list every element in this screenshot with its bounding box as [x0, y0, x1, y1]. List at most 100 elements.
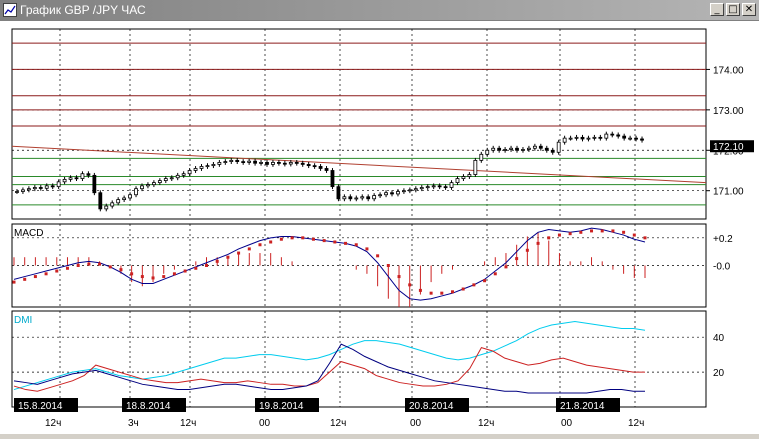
macd-signal-dot: [536, 241, 540, 245]
dmi-plus-line: [13, 320, 646, 391]
candle-body: [366, 196, 371, 200]
candle-body: [288, 162, 293, 165]
dmi-tick-label: 20: [713, 368, 725, 379]
adx-line: [13, 343, 645, 394]
hour-label: 12ч: [45, 418, 61, 429]
candle-body: [318, 166, 323, 169]
candlesticks: [15, 131, 644, 212]
candle-body: [515, 147, 519, 151]
candle-body: [330, 170, 335, 188]
candle-body: [44, 185, 49, 189]
hour-label: 12ч: [180, 418, 196, 429]
macd-label: MACD: [14, 228, 43, 239]
current-price-box: [710, 140, 754, 153]
candle-body: [616, 134, 621, 137]
candle-body: [86, 173, 91, 176]
chart-area[interactable]: 174.00173.00172.00171.00172.10+0.2-0.040…: [0, 21, 759, 434]
candle-body: [306, 164, 311, 167]
candle-body: [544, 147, 549, 151]
macd-signal-dot: [33, 275, 37, 279]
macd-signal-dot: [408, 283, 412, 287]
window-title: График GBP /JPY ЧАС: [20, 3, 146, 17]
candle-body: [50, 185, 55, 188]
candle-body: [610, 133, 615, 136]
candle-body: [562, 137, 567, 143]
macd-signal-dot: [140, 275, 144, 279]
candle-body: [574, 136, 579, 139]
candle-body: [116, 199, 121, 204]
candle-body: [521, 149, 525, 151]
macd-signal-dot: [557, 233, 561, 237]
candle-body: [241, 161, 246, 163]
candle-body: [271, 162, 275, 165]
candle-body: [586, 137, 591, 140]
candle-body: [21, 189, 25, 192]
macd-signal-dot: [12, 280, 16, 284]
hour-label: 12ч: [478, 418, 494, 429]
candle-body: [324, 168, 329, 171]
date-label-box: [556, 398, 620, 412]
macd-signal-dot: [130, 272, 134, 276]
candle-body: [205, 165, 210, 168]
minimize-button[interactable]: _: [710, 3, 724, 16]
macd-signal-dot: [172, 272, 176, 276]
macd-signal-dot: [76, 264, 80, 267]
macd-line: [13, 227, 646, 301]
candle-body: [104, 205, 109, 210]
chart-canvas[interactable]: 174.00173.00172.00171.00172.10+0.2-0.040…: [0, 21, 759, 434]
macd-signal-dot: [493, 272, 497, 276]
candle-body: [640, 138, 644, 141]
macd-signal-dot: [643, 236, 647, 240]
candle-body: [604, 133, 609, 139]
candle-body: [32, 187, 37, 190]
candle-body: [443, 186, 448, 189]
macd-signal-dot: [183, 269, 187, 273]
macd-signal-dot: [418, 288, 422, 292]
macd-tick-label: -0.0: [713, 262, 731, 273]
macd-signal-dot: [258, 243, 262, 247]
candle-body: [312, 165, 317, 168]
macd-signal-dot: [440, 291, 444, 295]
dmi-series: [13, 320, 646, 394]
candle-body: [628, 137, 633, 140]
date-label-box: [122, 398, 186, 412]
candle-body: [497, 147, 502, 151]
candle-body: [300, 162, 305, 165]
candle-body: [598, 136, 603, 139]
candle-body: [68, 177, 73, 180]
maximize-button[interactable]: □: [726, 3, 740, 16]
candle-body: [354, 197, 359, 200]
macd-signal-dot: [429, 291, 433, 295]
macd-signal-dot: [547, 236, 551, 240]
macd-signal-dot: [205, 264, 209, 267]
candle-body: [98, 192, 103, 210]
macd-signal-dot: [344, 241, 348, 245]
date-label-box: [255, 398, 319, 412]
candle-body: [181, 173, 186, 176]
candle-body: [348, 196, 353, 200]
candle-body: [229, 159, 234, 162]
close-button[interactable]: ✕: [742, 3, 756, 16]
candle-body: [140, 185, 144, 190]
candle-body: [479, 153, 484, 161]
hour-label: 00: [259, 418, 271, 429]
candle-body: [62, 178, 67, 183]
candle-body: [431, 185, 436, 188]
macd-signal-dot: [461, 287, 465, 291]
macd-signal-dot: [504, 265, 508, 269]
hour-label: 3ч: [128, 418, 139, 429]
candle-body: [413, 188, 418, 191]
candle-body: [56, 181, 61, 188]
candle-body: [580, 136, 585, 140]
macd-signal-dot: [162, 275, 166, 279]
candle-body: [74, 177, 79, 180]
candle-body: [461, 176, 466, 179]
y-axis-labels: 174.00173.00172.00171.00172.10+0.2-0.040…: [706, 65, 754, 379]
dmi-minus-line: [13, 347, 645, 392]
candle-body: [151, 182, 156, 186]
candle-body: [634, 137, 638, 140]
candle-body: [110, 202, 115, 207]
macd-signal-dot: [525, 248, 529, 252]
macd-signal-dot: [269, 240, 273, 244]
candle-body: [568, 137, 573, 140]
